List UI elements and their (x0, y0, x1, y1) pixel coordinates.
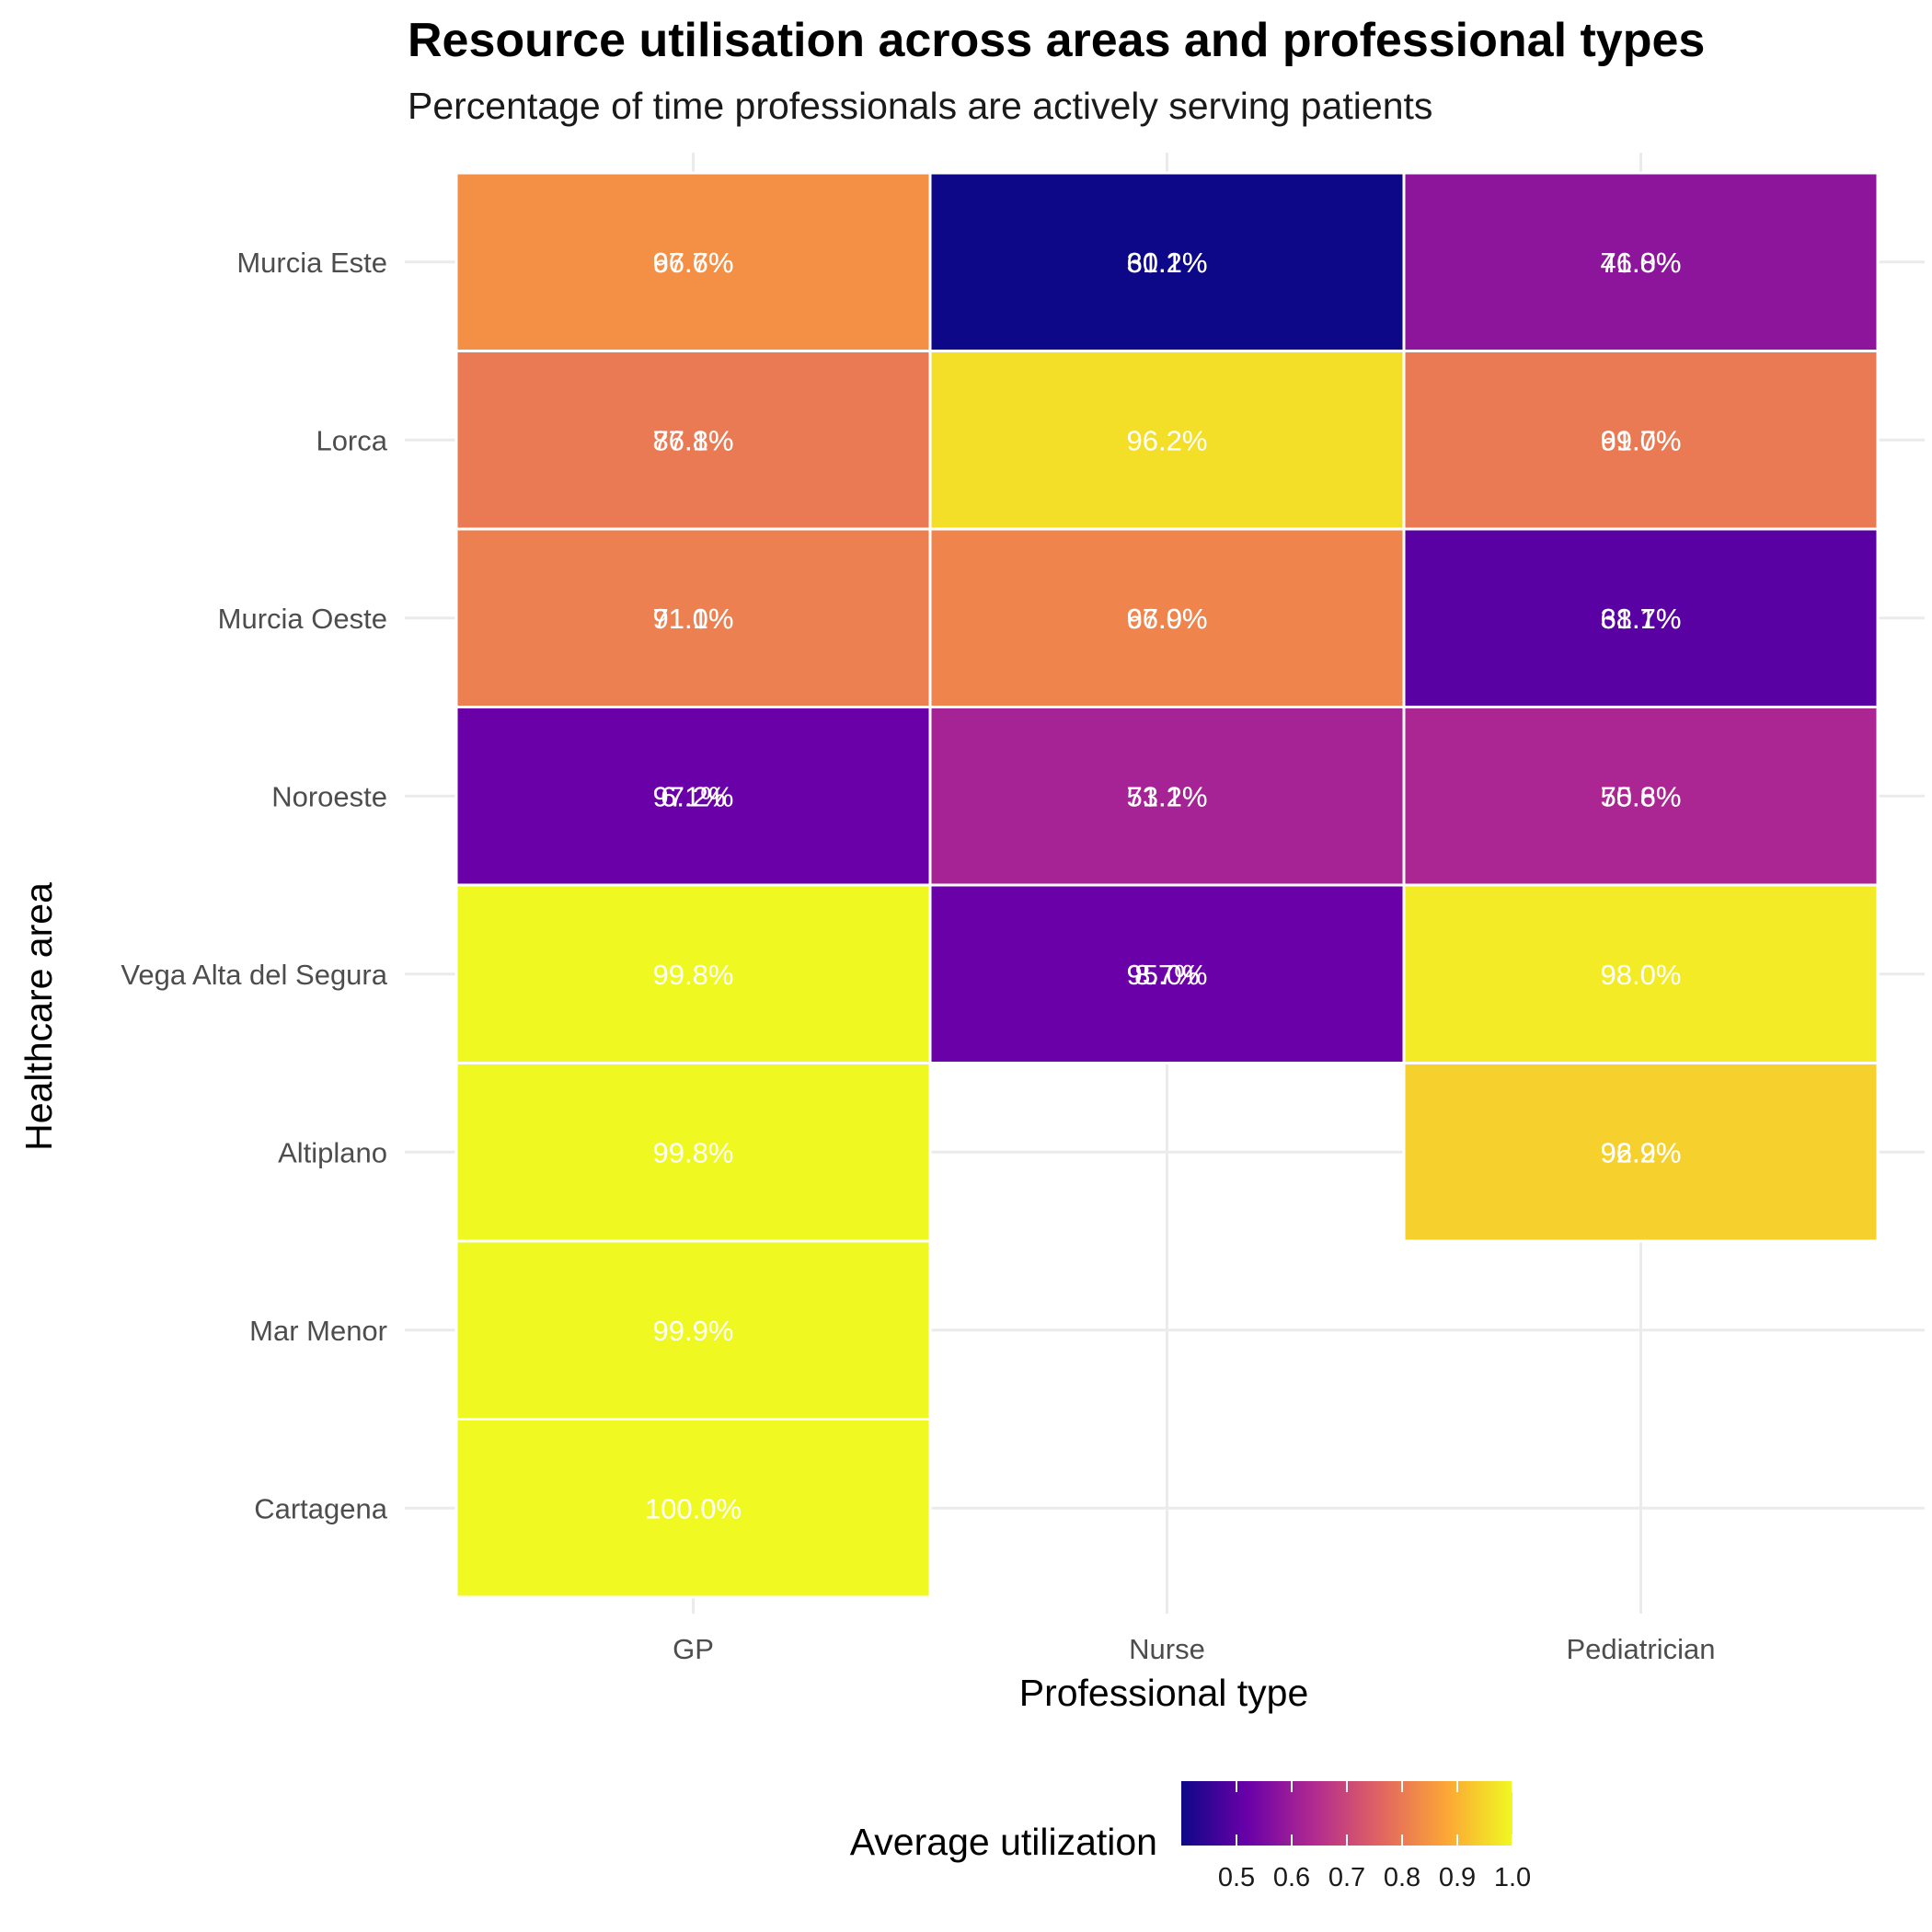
legend-tick-label: 0.8 (1384, 1863, 1420, 1892)
cell-value-label: 99.9% (653, 1315, 734, 1347)
cell-value-label: 92.9% (1601, 1136, 1682, 1168)
cell-value-label: 98.0% (1601, 959, 1682, 991)
legend-tick-label: 0.9 (1439, 1863, 1476, 1892)
cell-value-label: 30.2% (1127, 247, 1208, 279)
cell-value-label: 66.6% (653, 247, 734, 279)
cell-value-label: 99.8% (653, 1136, 734, 1168)
cell-value-label: 46.0% (1601, 247, 1682, 279)
cell-value-label: 66.9% (1127, 603, 1208, 635)
legend-title: Average utilization (850, 1821, 1157, 1863)
cell-value-label: 53.1% (1127, 780, 1208, 812)
x-tick-label: Nurse (1129, 1633, 1205, 1665)
y-tick-label: Vega Alta del Segura (121, 959, 387, 991)
legend-tick-label: 0.6 (1273, 1863, 1310, 1892)
cell-value-label: 96.2% (1127, 424, 1208, 456)
cell-value-label: 86.1% (653, 424, 734, 456)
x-tick-label: Pediatrician (1567, 1633, 1716, 1665)
x-axis-title: Professional type (1019, 1672, 1309, 1714)
cell-value-label: 71.0% (653, 603, 734, 635)
y-tick-label: Cartagena (254, 1492, 388, 1524)
y-tick-label: Murcia Este (236, 247, 387, 279)
y-tick-label: Murcia Oeste (218, 603, 387, 635)
cell-value-label: 55.6% (1601, 780, 1682, 812)
cell-value-label: 8.7% (1134, 959, 1200, 991)
cell-value-label: 69.0% (1601, 424, 1682, 456)
legend-tick-label: 0.5 (1218, 1863, 1255, 1892)
cell-value-label: 99.8% (653, 959, 734, 991)
legend: Average utilization 0.5 0.6 0.7 0.8 0.9 1.0 (850, 1781, 1531, 1892)
y-tick-label: Noroeste (271, 780, 387, 812)
y-axis-title: Healthcare area (17, 882, 60, 1151)
y-tick-label: Altiplano (278, 1136, 387, 1168)
x-tick-label: GP (673, 1633, 714, 1665)
legend-tick-label: 1.0 (1494, 1863, 1531, 1892)
legend-tick-label: 0.7 (1328, 1863, 1365, 1892)
cell-value-label: 6.1% (661, 780, 726, 812)
cell-value-label: 100.0% (645, 1492, 742, 1524)
y-tick-label: Mar Menor (249, 1315, 387, 1347)
cell-value-label: 38.7% (1601, 603, 1682, 635)
y-tick-label: Lorca (316, 424, 387, 456)
